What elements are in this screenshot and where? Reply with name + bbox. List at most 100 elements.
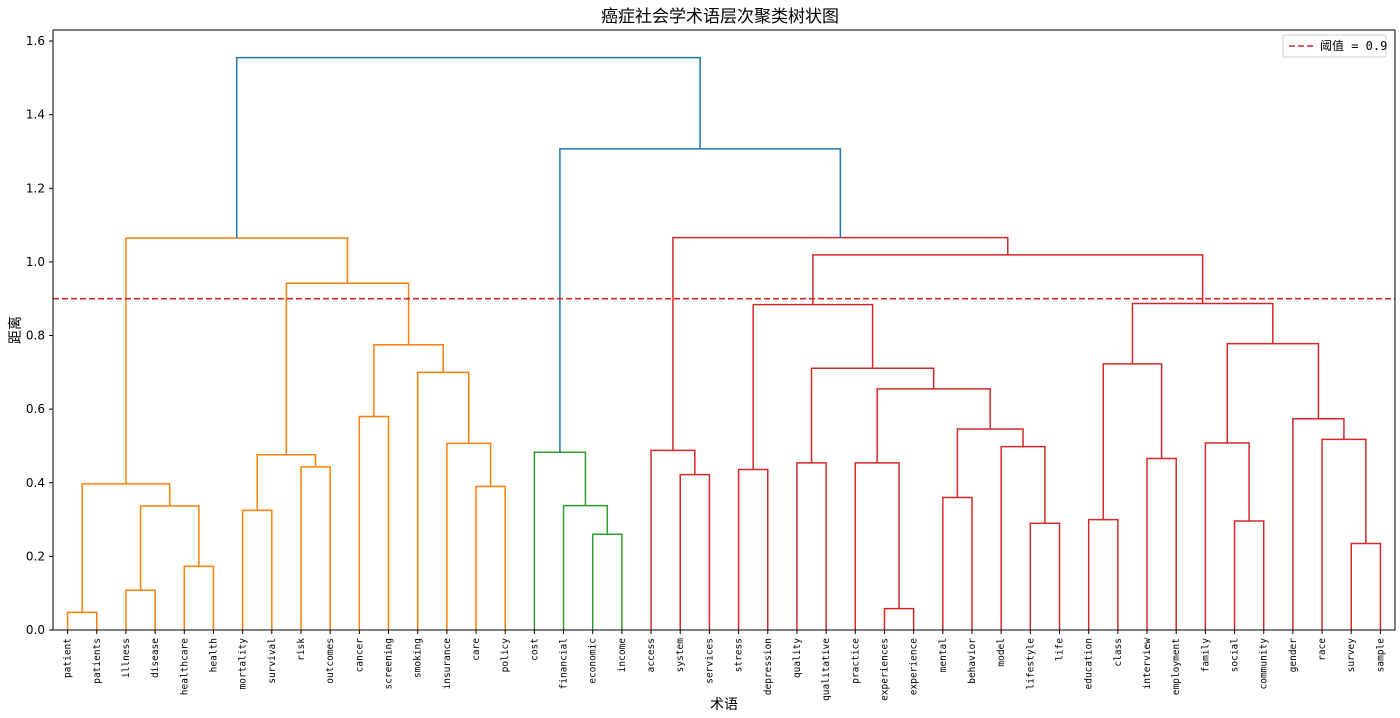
x-tick-label-employment: employment: [1171, 638, 1182, 695]
x-tick-label-interview: interview: [1142, 638, 1153, 690]
dendrogram-link-40: [1226, 342, 1320, 444]
y-tick-label: 0.8: [26, 329, 45, 343]
y-axis-label: 距离: [7, 316, 24, 344]
x-tick-label-smoking: smoking: [413, 638, 424, 678]
dendrogram-link-10: [475, 485, 506, 630]
dendrogram-link-2: [125, 589, 156, 630]
x-tick-label-screening: screening: [384, 638, 395, 689]
chart-title: 癌症社会学术语层次聚类树状图: [601, 7, 839, 27]
dendrogram-link-38: [1321, 438, 1367, 630]
x-tick-label-depression: depression: [763, 638, 774, 695]
y-tick-label: 1.0: [26, 255, 45, 269]
dendrogram-link-3: [183, 565, 215, 630]
dendrogram-link-17: [562, 504, 609, 630]
dendrogram-link-27: [1000, 445, 1046, 630]
dendrogram-link-7: [300, 466, 331, 630]
dendrogram-link-31: [752, 303, 874, 470]
x-tick-label-patient: patient: [63, 638, 74, 678]
dendrogram-link-39: [1292, 417, 1345, 630]
legend-box: [1282, 34, 1387, 58]
x-tick-label-gender: gender: [1288, 638, 1299, 673]
dendrogram-link-32: [1087, 518, 1119, 630]
dendrogram-link-25: [942, 496, 973, 630]
x-tick-label-family: family: [1200, 638, 1211, 673]
x-axis-ticks: patient patients illness disease healthcare h…: [63, 630, 1386, 701]
dendrogram-link-28: [956, 428, 1024, 498]
y-axis-ticks: 0.0 0.2 0.4 0.6 0.8 1.0 1.2 1.4 1.6: [26, 34, 53, 637]
x-tick-label-class: class: [1113, 638, 1124, 667]
x-tick-label-behavior: behavior: [967, 638, 978, 684]
y-tick-label: 0.6: [26, 402, 45, 416]
dendrogram-link-41: [1131, 302, 1274, 364]
x-tick-label-financial: financial: [559, 638, 570, 689]
x-tick-label-access: access: [646, 638, 657, 672]
x-tick-label-life: life: [1055, 638, 1066, 661]
dendrogram-link-22: [796, 462, 827, 630]
x-tick-label-mental: mental: [938, 638, 949, 672]
x-tick-label-lifestyle: lifestyle: [1025, 638, 1036, 690]
x-tick-label-patients: patients: [92, 638, 103, 684]
dendrogram-link-13: [373, 343, 444, 417]
x-tick-label-survey: survey: [1346, 638, 1357, 673]
dendrogram-link-24: [854, 462, 900, 630]
x-axis-label: 术语: [710, 697, 738, 713]
x-tick-label-policy: policy: [500, 638, 511, 673]
x-tick-label-services: services: [704, 638, 715, 684]
x-tick-label-social: social: [1230, 638, 1241, 672]
legend-label-threshold: 阈值 = 0.9: [1320, 38, 1387, 53]
dendrogram-link-45: [235, 56, 701, 238]
x-tick-label-insurance: insurance: [442, 638, 453, 690]
x-tick-label-cancer: cancer: [354, 638, 365, 673]
legend: 阈值 = 0.9: [1282, 34, 1387, 58]
x-tick-label-survival: survival: [267, 638, 278, 684]
x-tick-label-economic: economic: [588, 638, 599, 684]
x-tick-label-stress: stress: [734, 638, 745, 672]
dendrogram-link-42: [812, 254, 1204, 305]
x-tick-label-illness: illness: [121, 638, 132, 678]
dendrogram-link-20: [650, 449, 696, 630]
dendrogram-link-44: [559, 148, 842, 453]
x-tick-label-risk: risk: [296, 638, 307, 661]
y-tick-label: 0.2: [26, 549, 45, 563]
x-tick-label-healthcare: healthcare: [179, 638, 190, 695]
x-tick-label-mortality: mortality: [238, 638, 249, 690]
plot-area-frame: [52, 29, 1396, 631]
dendrogram-link-11: [446, 442, 492, 630]
x-tick-label-model: model: [996, 638, 1007, 667]
dendrogram-link-35: [1233, 520, 1265, 630]
dendrogram-link-12: [416, 371, 470, 630]
x-tick-label-health: health: [208, 638, 219, 672]
dendrogram-link-6: [241, 509, 273, 630]
dendrogram-link-14: [285, 282, 410, 455]
dendrogram-link-29: [876, 388, 991, 463]
y-tick-label: 1.6: [26, 34, 45, 48]
x-tick-label-qualitative: qualitative: [821, 638, 832, 701]
dendrogram-link-36: [1204, 442, 1250, 630]
dendrogram-links: [66, 56, 1382, 630]
dendrogram-link-19: [679, 473, 711, 630]
x-tick-label-income: income: [617, 638, 628, 673]
x-tick-label-care: care: [471, 638, 482, 661]
dendrogram-link-1: [66, 611, 98, 630]
x-tick-label-system: system: [675, 638, 686, 673]
x-tick-label-cost: cost: [529, 638, 540, 661]
dendrogram-link-16: [591, 533, 623, 630]
y-tick-label: 1.4: [26, 108, 45, 122]
dendrogram-link-21: [737, 468, 769, 630]
y-tick-label: 1.2: [26, 181, 45, 195]
dendrogram-link-33: [1146, 457, 1177, 630]
x-tick-label-sample: sample: [1375, 638, 1386, 673]
x-tick-label-practice: practice: [850, 638, 861, 684]
dendrogram-link-26: [1029, 522, 1061, 630]
x-tick-label-education: education: [1084, 638, 1095, 689]
x-tick-label-experience: experience: [909, 638, 920, 695]
x-tick-label-outcomes: outcomes: [325, 638, 336, 684]
dendrogram-link-4: [139, 505, 200, 591]
dendrogram-link-15: [125, 237, 349, 484]
dendrogram-link-37: [1350, 542, 1382, 630]
x-tick-label-quality: quality: [792, 638, 803, 678]
dendrogram-link-8: [256, 454, 317, 511]
dendrogram-link-34: [1102, 363, 1163, 520]
x-tick-label-community: community: [1259, 638, 1270, 690]
